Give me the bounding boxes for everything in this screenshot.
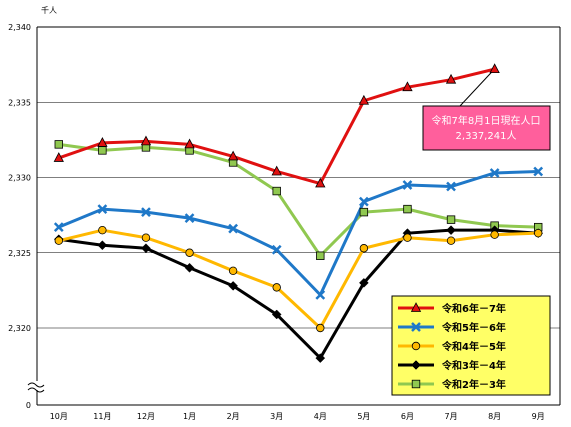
- series-line: [58, 142, 539, 258]
- callout-population-value: 2,337,241人: [456, 130, 517, 142]
- data-point: [97, 137, 108, 147]
- data-point: [97, 240, 108, 251]
- callout-leader-line: [459, 71, 492, 107]
- x-tick-label: 3月: [270, 412, 283, 421]
- data-point: [272, 186, 281, 196]
- data-point: [141, 233, 151, 242]
- data-point: [316, 323, 325, 333]
- data-point: [446, 215, 456, 224]
- series-line: [58, 228, 539, 360]
- data-point: [98, 225, 107, 235]
- legend-label: 令和2年－3年: [441, 378, 506, 391]
- x-tick-label: 6月: [401, 412, 414, 421]
- data-point: [228, 223, 239, 234]
- series-lines: [53, 63, 544, 363]
- series-line: [58, 169, 539, 297]
- data-point: [402, 81, 413, 92]
- legend-label: 令和5年－6年: [441, 321, 506, 334]
- axis-break-mark: [27, 381, 46, 393]
- x-tick-label: 8月: [488, 412, 501, 421]
- data-point: [271, 309, 282, 320]
- y-tick-label: 2,335: [8, 98, 31, 107]
- data-point: [359, 244, 369, 253]
- data-point: [315, 353, 326, 363]
- x-tick-label: 12月: [137, 412, 155, 421]
- y-tick-label: 2,330: [8, 174, 31, 183]
- x-tick-labels: 10月 11月 12月 1月 2月 3月 4月 5月 6月 7月 8月 9月: [50, 412, 545, 421]
- data-point: [446, 236, 456, 245]
- data-point: [228, 266, 238, 276]
- data-point: [184, 138, 195, 149]
- data-point: [227, 150, 239, 161]
- data-point: [489, 168, 500, 178]
- data-point: [402, 180, 413, 190]
- data-point: [359, 277, 369, 288]
- data-point: [489, 63, 500, 74]
- data-point: [411, 341, 421, 351]
- data-point: [141, 243, 151, 254]
- data-point: [315, 177, 326, 188]
- data-point: [490, 230, 499, 239]
- y-tick-labels: 2,340 2,335 2,330 2,325 2,320: [8, 23, 31, 333]
- data-point: [98, 146, 107, 155]
- data-point: [358, 94, 370, 105]
- y-tick-label: 2,325: [8, 249, 31, 258]
- data-point: [184, 213, 195, 224]
- data-point: [97, 204, 108, 214]
- y-tick-label: 2,320: [8, 324, 31, 333]
- x-tick-label: 7月: [444, 412, 457, 421]
- data-point: [410, 302, 422, 312]
- y-zero-label: 0: [26, 401, 31, 410]
- data-point: [315, 290, 326, 300]
- data-point: [446, 181, 456, 192]
- data-point: [533, 166, 544, 177]
- current-population-callout: 令和7年8月1日現在人口 2,337,241人: [422, 71, 551, 151]
- data-point: [185, 248, 194, 257]
- data-point: [358, 196, 369, 207]
- y-tick-label: 2,340: [8, 23, 31, 32]
- data-point: [53, 152, 64, 162]
- data-point: [228, 281, 238, 291]
- data-point: [411, 379, 421, 389]
- legend-label: 令和4年－5年: [441, 340, 506, 353]
- data-point: [411, 360, 421, 370]
- data-point: [54, 140, 63, 149]
- data-point: [403, 233, 412, 242]
- x-tick-label: 4月: [314, 412, 327, 421]
- callout-date-label: 令和7年8月1日現在人口: [431, 114, 540, 127]
- callout-box: [422, 105, 551, 151]
- data-point: [271, 244, 282, 255]
- y-unit-label: 千人: [41, 5, 57, 15]
- data-point: [411, 322, 421, 332]
- data-point: [272, 283, 281, 292]
- x-tick-label: 5月: [357, 412, 370, 421]
- x-tick-label: 10月: [50, 412, 68, 421]
- x-tick-label: 1月: [183, 412, 196, 421]
- data-point: [271, 165, 282, 176]
- data-point: [403, 204, 412, 214]
- data-point: [534, 228, 543, 238]
- data-point: [446, 225, 456, 236]
- legend-label: 令和3年－4年: [441, 359, 506, 372]
- x-tick-label: 11月: [93, 412, 111, 421]
- x-tick-label: 9月: [532, 412, 545, 421]
- data-point: [184, 262, 195, 273]
- data-point: [141, 207, 151, 217]
- data-point: [54, 236, 63, 245]
- series-line: [58, 228, 539, 330]
- data-point: [445, 73, 457, 84]
- data-point: [316, 251, 325, 260]
- data-point: [359, 207, 369, 217]
- data-point: [140, 135, 152, 146]
- legend-label: 令和6年－7年: [441, 302, 506, 315]
- data-point: [53, 222, 64, 233]
- x-tick-label: 2月: [227, 412, 240, 421]
